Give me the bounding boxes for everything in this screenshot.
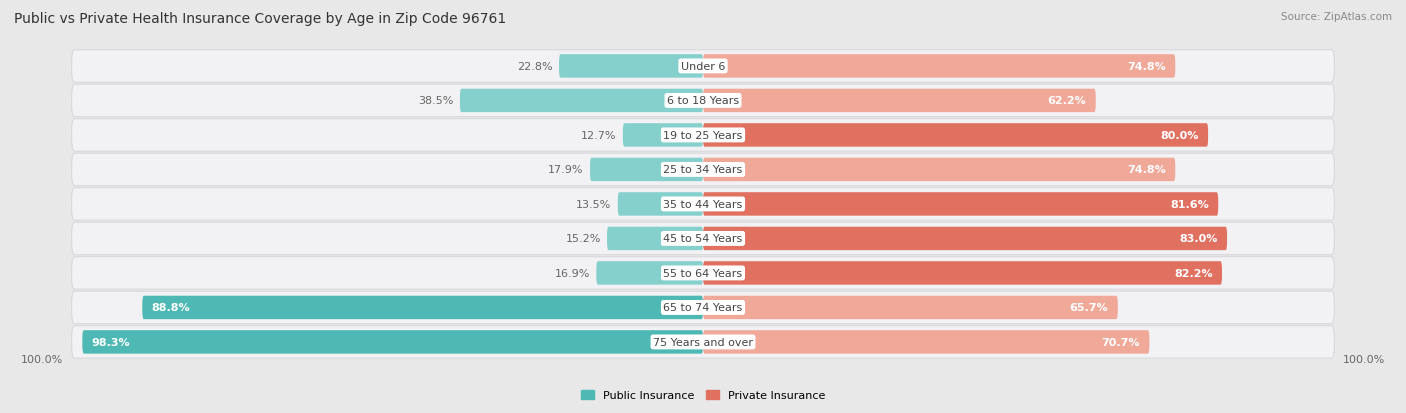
Text: 65 to 74 Years: 65 to 74 Years bbox=[664, 303, 742, 313]
FancyBboxPatch shape bbox=[607, 227, 703, 251]
Text: 25 to 34 Years: 25 to 34 Years bbox=[664, 165, 742, 175]
Text: 83.0%: 83.0% bbox=[1180, 234, 1218, 244]
FancyBboxPatch shape bbox=[703, 158, 1175, 182]
Text: 98.3%: 98.3% bbox=[91, 337, 131, 347]
Text: 19 to 25 Years: 19 to 25 Years bbox=[664, 131, 742, 140]
FancyBboxPatch shape bbox=[703, 124, 1208, 147]
FancyBboxPatch shape bbox=[703, 330, 1149, 354]
FancyBboxPatch shape bbox=[72, 51, 1334, 83]
Text: 6 to 18 Years: 6 to 18 Years bbox=[666, 96, 740, 106]
Text: 74.8%: 74.8% bbox=[1128, 62, 1166, 72]
Text: 16.9%: 16.9% bbox=[554, 268, 591, 278]
Text: 45 to 54 Years: 45 to 54 Years bbox=[664, 234, 742, 244]
Text: 100.0%: 100.0% bbox=[21, 354, 63, 365]
FancyBboxPatch shape bbox=[596, 261, 703, 285]
FancyBboxPatch shape bbox=[591, 158, 703, 182]
Text: 38.5%: 38.5% bbox=[418, 96, 454, 106]
FancyBboxPatch shape bbox=[72, 85, 1334, 117]
FancyBboxPatch shape bbox=[560, 55, 703, 78]
Text: 35 to 44 Years: 35 to 44 Years bbox=[664, 199, 742, 209]
FancyBboxPatch shape bbox=[72, 119, 1334, 152]
FancyBboxPatch shape bbox=[617, 193, 703, 216]
FancyBboxPatch shape bbox=[703, 296, 1118, 319]
FancyBboxPatch shape bbox=[83, 330, 703, 354]
Text: 82.2%: 82.2% bbox=[1174, 268, 1212, 278]
FancyBboxPatch shape bbox=[460, 90, 703, 113]
Text: 65.7%: 65.7% bbox=[1070, 303, 1108, 313]
Text: 55 to 64 Years: 55 to 64 Years bbox=[664, 268, 742, 278]
Text: 17.9%: 17.9% bbox=[548, 165, 583, 175]
FancyBboxPatch shape bbox=[72, 292, 1334, 324]
Text: Public vs Private Health Insurance Coverage by Age in Zip Code 96761: Public vs Private Health Insurance Cover… bbox=[14, 12, 506, 26]
FancyBboxPatch shape bbox=[703, 261, 1222, 285]
FancyBboxPatch shape bbox=[72, 188, 1334, 221]
Text: 15.2%: 15.2% bbox=[565, 234, 600, 244]
FancyBboxPatch shape bbox=[703, 90, 1095, 113]
FancyBboxPatch shape bbox=[142, 296, 703, 319]
FancyBboxPatch shape bbox=[703, 55, 1175, 78]
Text: 70.7%: 70.7% bbox=[1101, 337, 1140, 347]
Text: 74.8%: 74.8% bbox=[1128, 165, 1166, 175]
Text: Under 6: Under 6 bbox=[681, 62, 725, 72]
Text: 75 Years and over: 75 Years and over bbox=[652, 337, 754, 347]
Text: 62.2%: 62.2% bbox=[1047, 96, 1087, 106]
FancyBboxPatch shape bbox=[72, 223, 1334, 255]
Text: 88.8%: 88.8% bbox=[152, 303, 190, 313]
FancyBboxPatch shape bbox=[72, 257, 1334, 290]
FancyBboxPatch shape bbox=[703, 227, 1227, 251]
Legend: Public Insurance, Private Insurance: Public Insurance, Private Insurance bbox=[578, 386, 828, 404]
Text: 100.0%: 100.0% bbox=[1343, 354, 1385, 365]
Text: 12.7%: 12.7% bbox=[581, 131, 616, 140]
FancyBboxPatch shape bbox=[703, 193, 1218, 216]
FancyBboxPatch shape bbox=[72, 326, 1334, 358]
Text: 13.5%: 13.5% bbox=[576, 199, 612, 209]
FancyBboxPatch shape bbox=[72, 154, 1334, 186]
Text: 81.6%: 81.6% bbox=[1170, 199, 1209, 209]
Text: 80.0%: 80.0% bbox=[1160, 131, 1199, 140]
FancyBboxPatch shape bbox=[623, 124, 703, 147]
Text: Source: ZipAtlas.com: Source: ZipAtlas.com bbox=[1281, 12, 1392, 22]
Text: 22.8%: 22.8% bbox=[517, 62, 553, 72]
